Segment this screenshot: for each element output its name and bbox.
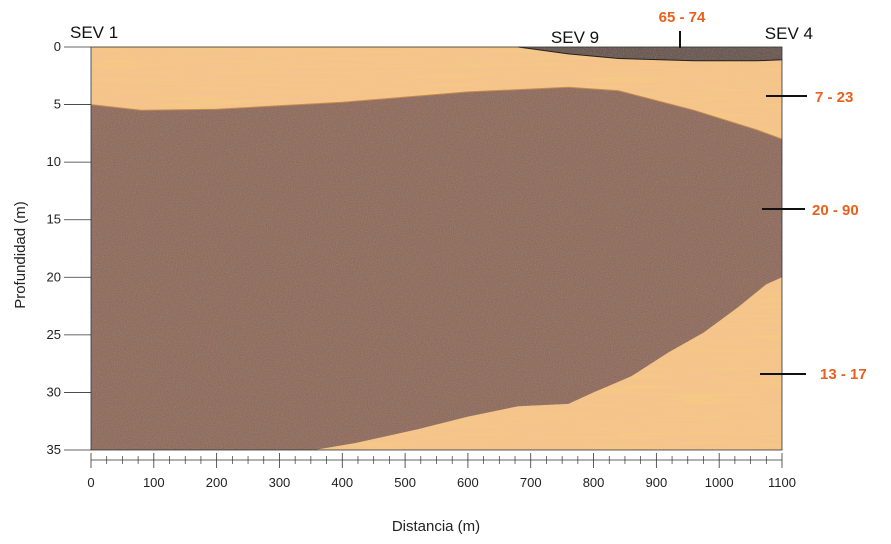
depth-axis: 0 5 10 15 20 25 30 35 <box>47 39 91 457</box>
depth-tick-label: 25 <box>47 327 61 342</box>
sand-clay-boundary-line <box>90 86 783 140</box>
depth-tick-label: 35 <box>47 442 61 457</box>
distance-tick-label: 1100 <box>768 475 796 490</box>
distance-tick-label: 200 <box>206 475 228 490</box>
depth-tick-label: 15 <box>47 212 61 227</box>
gravel-layer <box>518 47 782 61</box>
gravel-boundary-line <box>518 46 783 62</box>
resistivity-label: 65 - 74 <box>659 9 706 26</box>
distance-tick-label: 0 <box>87 475 94 490</box>
distance-axis: 0 100 200 300 400 500 600 700 800 900 1000 1100 <box>87 453 796 490</box>
depth-tick-label: 0 <box>54 39 61 54</box>
distance-tick-label: 1000 <box>705 475 734 490</box>
distance-tick-label: 700 <box>520 475 542 490</box>
depth-tick-label: 10 <box>47 154 61 169</box>
distance-tick-label: 800 <box>583 475 605 490</box>
depth-tick-label: 5 <box>54 97 61 112</box>
clay-layer <box>91 87 782 451</box>
sounding-labels: SEV 1 SEV 9 SEV 4 <box>70 23 813 47</box>
distance-tick-label: 100 <box>143 475 165 490</box>
resistivity-label: 13 - 17 <box>820 366 867 383</box>
distance-tick-label: 900 <box>646 475 668 490</box>
sounding-label: SEV 4 <box>765 24 813 43</box>
distance-tick-label: 300 <box>269 475 291 490</box>
section-frame <box>90 46 783 451</box>
resistivity-label: 20 - 90 <box>812 202 859 219</box>
resistivity-label: 7 - 23 <box>815 89 853 106</box>
depth-tick-label: 30 <box>47 384 61 399</box>
distance-tick-label: 400 <box>331 475 353 490</box>
y-axis-title: Profundidad (m) <box>12 201 29 309</box>
sounding-label: SEV 9 <box>551 28 599 47</box>
distance-tick-label: 500 <box>394 475 416 490</box>
distance-tick-label: 600 <box>457 475 479 490</box>
x-axis-title: Distancia (m) <box>392 518 480 535</box>
depth-tick-label: 20 <box>47 269 61 284</box>
sounding-label: SEV 1 <box>70 23 118 42</box>
resistivity-callouts: 65 - 74 7 - 23 20 - 90 13 - 17 <box>659 9 867 383</box>
